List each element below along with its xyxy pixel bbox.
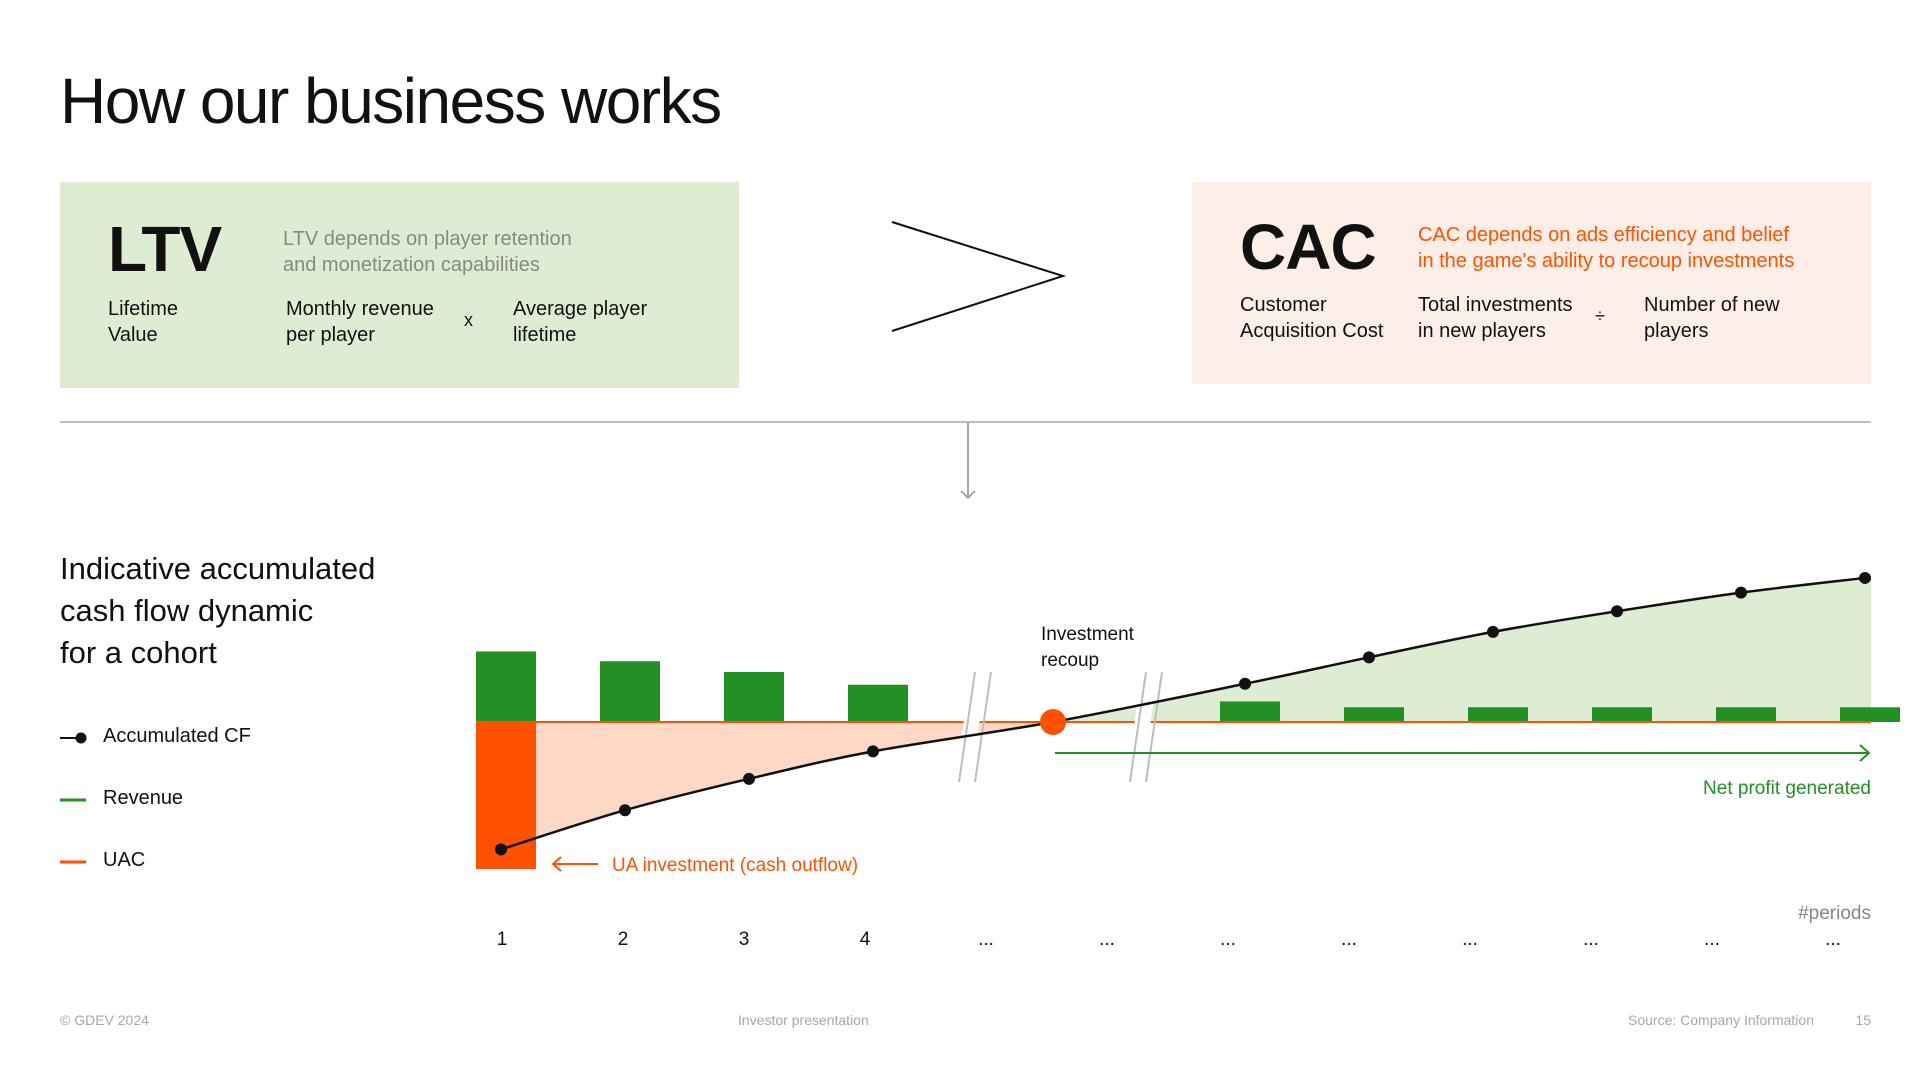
revenue-bar bbox=[1716, 707, 1776, 722]
cac-description: CAC depends on ads efficiency and belief… bbox=[1418, 222, 1794, 274]
legend-label: UAC bbox=[103, 849, 146, 871]
arrow-right-icon bbox=[1859, 744, 1871, 762]
axis-break-line bbox=[1145, 671, 1163, 783]
x-tick-label: ... bbox=[1704, 929, 1720, 950]
revenue-bar bbox=[848, 684, 908, 722]
ltv-description: LTV depends on player retention and mone… bbox=[283, 226, 572, 278]
accumulated-cf-point bbox=[1239, 677, 1251, 690]
accumulated-cf-point bbox=[1611, 605, 1623, 618]
x-tick-label: ... bbox=[1583, 929, 1599, 950]
revenue-bar bbox=[724, 672, 784, 722]
cac-desc-line2: in the game's ability to recoup investme… bbox=[1418, 250, 1795, 272]
cash-flow-chart: Investment recoup UA investment (cash outf… bbox=[476, 571, 1900, 950]
x-tick-label: ... bbox=[1462, 929, 1478, 950]
revenue-bar bbox=[1344, 707, 1404, 722]
ltv-factor2-line1: Average player bbox=[513, 298, 648, 320]
revenue-bar bbox=[1220, 701, 1280, 722]
arrow-down-icon bbox=[960, 422, 976, 500]
uac-bar bbox=[476, 722, 536, 869]
revenue-bar bbox=[1468, 707, 1528, 722]
x-tick-label: ... bbox=[1220, 929, 1236, 950]
page-title: How our business works bbox=[60, 65, 722, 137]
accumulated-cf-line bbox=[500, 576, 1866, 851]
x-tick-label: 1 bbox=[497, 929, 508, 950]
accumulated-cf-point bbox=[495, 843, 507, 856]
arrow-left-icon bbox=[551, 856, 562, 872]
accumulated-cf-point bbox=[619, 804, 631, 817]
legend-label: Accumulated CF bbox=[103, 725, 251, 747]
negative-cash-flow-area bbox=[501, 722, 1053, 850]
accumulated-cf-point bbox=[743, 772, 755, 785]
ltv-desc-line1: LTV depends on player retention bbox=[283, 228, 572, 250]
ltv-factor1-line2: per player bbox=[286, 324, 375, 346]
recoup-label-line1: Investment bbox=[1041, 624, 1135, 645]
accumulated-cf-point bbox=[1735, 586, 1747, 599]
multiply-operator: x bbox=[464, 310, 473, 330]
cac-factor2-line2: players bbox=[1644, 320, 1709, 342]
footer-presentation-name: Investor presentation bbox=[738, 1012, 869, 1028]
ltv-desc-line2: and monetization capabilities bbox=[283, 254, 540, 276]
ltv-panel: LTV LTV depends on player retention and … bbox=[60, 182, 739, 388]
axis-break-line bbox=[958, 671, 976, 783]
accumulated-cf-point bbox=[1363, 651, 1375, 664]
revenue-bar bbox=[600, 661, 660, 722]
x-tick-label: ... bbox=[1825, 929, 1841, 950]
ua-investment-label: UA investment (cash outflow) bbox=[612, 855, 858, 876]
x-tick-label: ... bbox=[978, 929, 994, 950]
section-divider bbox=[60, 421, 1871, 423]
divide-operator: ÷ bbox=[1595, 306, 1605, 326]
x-axis-label: #periods bbox=[1798, 903, 1871, 924]
accumulated-cf-point bbox=[1859, 571, 1871, 584]
ltv-factor-player-lifetime: Average player lifetime bbox=[513, 296, 647, 348]
ltv-factor2-line2: lifetime bbox=[513, 324, 577, 346]
page-number: 15 bbox=[1855, 1012, 1871, 1028]
recoup-label-line2: recoup bbox=[1041, 650, 1099, 671]
investment-recoup-point bbox=[1040, 709, 1066, 735]
axis-break-line bbox=[974, 671, 992, 783]
legend-label: Revenue bbox=[103, 787, 184, 809]
accumulated-cf-point bbox=[867, 745, 879, 758]
ltv-name-line2: Value bbox=[108, 324, 158, 346]
footer-copyright: © GDEV 2024 bbox=[60, 1012, 149, 1028]
cac-factor1-line2: in new players bbox=[1418, 320, 1546, 342]
cac-name-line1: Customer bbox=[1240, 294, 1327, 316]
cac-factor-new-players: Number of new players bbox=[1644, 292, 1780, 344]
green-line-marker-icon bbox=[60, 798, 86, 802]
cac-panel: CAC CAC depends on ads efficiency and be… bbox=[1192, 182, 1871, 384]
ltv-name-line1: Lifetime bbox=[108, 298, 179, 320]
cac-factor1-line1: Total investments bbox=[1418, 294, 1573, 316]
cac-factor2-line1: Number of new bbox=[1644, 294, 1780, 316]
cac-desc-line1: CAC depends on ads efficiency and belief bbox=[1418, 224, 1789, 246]
section-title-line2: cash flow dynamic bbox=[60, 593, 314, 628]
cac-abbr: CAC bbox=[1240, 211, 1377, 283]
orange-line-marker-icon bbox=[60, 860, 86, 864]
x-tick-label: 3 bbox=[739, 929, 750, 950]
revenue-bar bbox=[476, 651, 536, 722]
accumulated-cf-point bbox=[1487, 625, 1499, 638]
ltv-factor1-line1: Monthly revenue bbox=[286, 298, 434, 320]
positive-cash-flow-area bbox=[1053, 575, 1871, 722]
line-dot-marker-icon bbox=[60, 732, 87, 744]
section-title: Indicative accumulated cash flow dynamic… bbox=[60, 548, 375, 674]
ltv-factor-monthly-revenue: Monthly revenue per player bbox=[286, 296, 434, 348]
footer-source: Source: Company Information bbox=[1628, 1012, 1814, 1028]
revenue-bar bbox=[1840, 707, 1900, 722]
revenue-bar bbox=[1592, 707, 1652, 722]
x-tick-label: ... bbox=[1341, 929, 1357, 950]
net-profit-label: Net profit generated bbox=[1703, 778, 1871, 799]
x-tick-label: 4 bbox=[860, 929, 871, 950]
greater-than-icon bbox=[891, 221, 1067, 332]
cac-factor-total-investments: Total investments in new players bbox=[1418, 292, 1573, 344]
x-tick-label: 2 bbox=[618, 929, 629, 950]
axis-break-line bbox=[1129, 671, 1147, 783]
ltv-abbr: LTV bbox=[108, 213, 222, 285]
cac-name-line2: Acquisition Cost bbox=[1240, 320, 1384, 342]
section-title-line1: Indicative accumulated bbox=[60, 551, 376, 586]
section-title-line3: for a cohort bbox=[60, 635, 217, 670]
x-tick-label: ... bbox=[1099, 929, 1115, 950]
ltv-full-name: Lifetime Value bbox=[108, 296, 178, 348]
cac-full-name: Customer Acquisition Cost bbox=[1240, 292, 1383, 344]
